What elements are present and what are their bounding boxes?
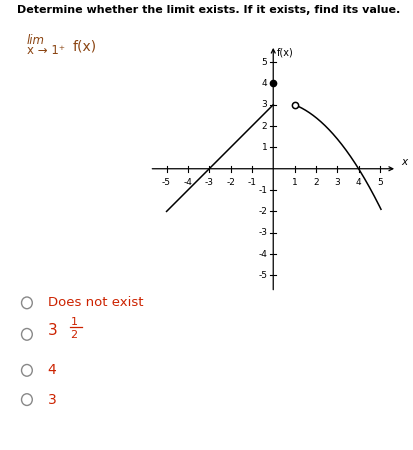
Text: 3: 3 bbox=[47, 392, 56, 407]
Text: -1: -1 bbox=[258, 185, 267, 194]
Text: 2: 2 bbox=[312, 178, 318, 187]
Text: 1: 1 bbox=[70, 317, 77, 327]
Text: Determine whether the limit exists. If it exists, find its value.: Determine whether the limit exists. If i… bbox=[17, 5, 399, 15]
Text: 2: 2 bbox=[70, 330, 77, 340]
Text: f(x): f(x) bbox=[72, 40, 96, 54]
Text: 1: 1 bbox=[261, 143, 267, 152]
Text: -1: -1 bbox=[247, 178, 256, 187]
Text: -4: -4 bbox=[258, 250, 267, 259]
Text: f(x): f(x) bbox=[276, 47, 293, 57]
Text: 1: 1 bbox=[291, 178, 297, 187]
Text: x: x bbox=[400, 157, 406, 166]
Text: 5: 5 bbox=[261, 58, 267, 67]
Text: -5: -5 bbox=[161, 178, 171, 187]
Text: -2: -2 bbox=[258, 207, 267, 216]
Text: 3: 3 bbox=[261, 100, 267, 109]
Text: 4: 4 bbox=[355, 178, 361, 187]
Text: 4: 4 bbox=[261, 79, 267, 88]
Text: 4: 4 bbox=[47, 363, 56, 378]
Text: lim: lim bbox=[27, 34, 45, 47]
Text: 3: 3 bbox=[334, 178, 339, 187]
Text: 5: 5 bbox=[376, 178, 382, 187]
Text: -3: -3 bbox=[258, 228, 267, 237]
Text: -2: -2 bbox=[225, 178, 235, 187]
Text: -4: -4 bbox=[183, 178, 192, 187]
Text: -3: -3 bbox=[204, 178, 213, 187]
Text: Does not exist: Does not exist bbox=[47, 297, 143, 309]
Text: 2: 2 bbox=[261, 122, 267, 130]
Text: x → 1⁺: x → 1⁺ bbox=[27, 44, 65, 57]
Text: -5: -5 bbox=[258, 271, 267, 280]
Text: 3: 3 bbox=[47, 323, 57, 338]
